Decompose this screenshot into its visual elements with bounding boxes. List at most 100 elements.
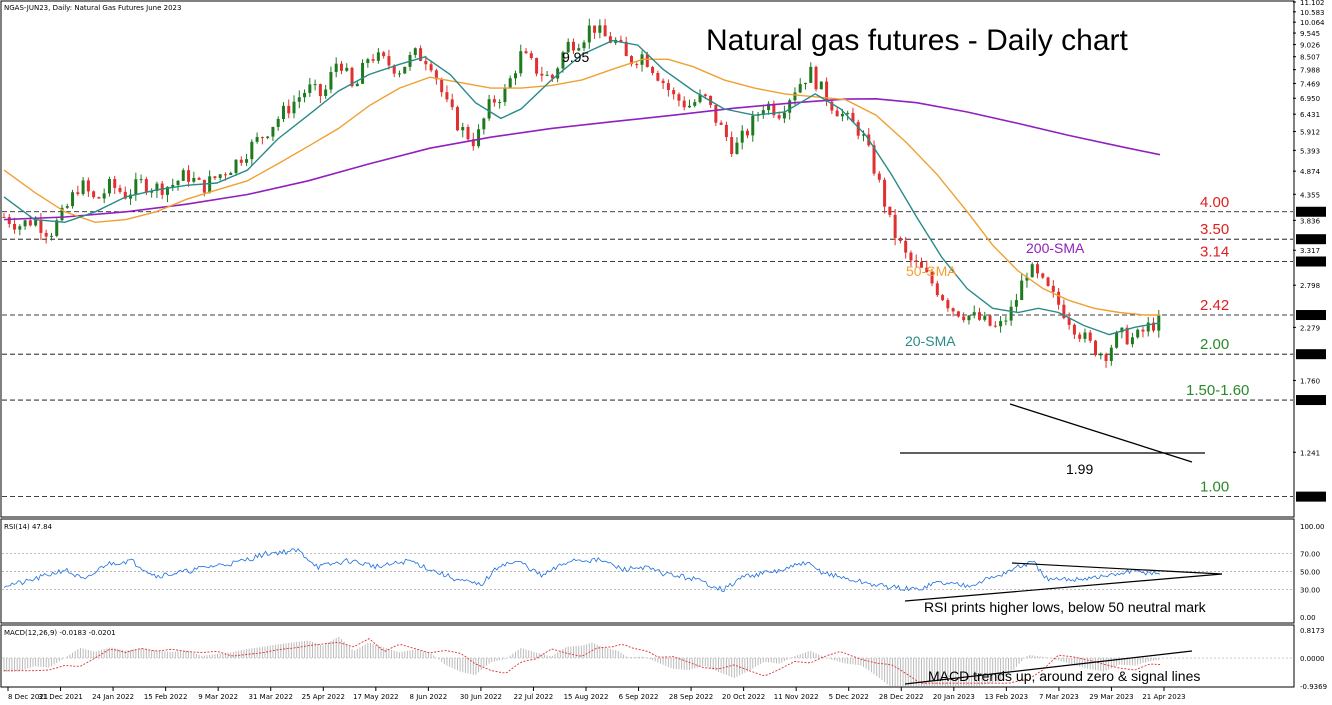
macd-series: 0.8173 0.0000 -0.9369 xyxy=(2,627,1327,691)
level-label: 4.00 xyxy=(1200,194,1229,211)
candle-body xyxy=(392,65,396,74)
price-tick-label: 3.836 xyxy=(1300,217,1321,225)
candle-body xyxy=(598,25,602,33)
rsi-upper-trendline xyxy=(1011,562,1223,575)
candle-body xyxy=(208,176,212,193)
rsi-tick-label: 100.00 xyxy=(1300,523,1325,531)
candle-body xyxy=(134,179,138,195)
candle-body xyxy=(835,110,839,117)
moving-averages xyxy=(3,39,1161,336)
candle-body xyxy=(403,66,407,74)
macd-trendline xyxy=(904,650,1193,685)
candle-body xyxy=(677,94,681,101)
candle-body xyxy=(1051,285,1055,292)
candle-body xyxy=(229,172,233,175)
candle-body xyxy=(788,100,792,113)
sma20-line xyxy=(3,39,1161,336)
candle-body xyxy=(513,73,517,79)
candle-body xyxy=(49,235,53,237)
candle-body xyxy=(498,102,502,104)
candle-body xyxy=(34,219,38,226)
date-tick-label: 15 Aug 2022 xyxy=(564,693,609,701)
candle-body xyxy=(1083,332,1087,339)
candle-body xyxy=(556,68,560,79)
level-lines: 4.00 4.006 3.50 3.521 3.14 3.109 2.42 2.423 2.00… xyxy=(2,194,1326,502)
candle-body xyxy=(165,186,169,195)
candle-body xyxy=(519,51,523,74)
candle-body xyxy=(1136,329,1140,338)
peak-label: 9.95 xyxy=(562,49,589,65)
price-tick-label: 6.431 xyxy=(1300,111,1320,119)
level-label: 3.14 xyxy=(1200,244,1229,261)
date-tick-label: 31 Mar 2022 xyxy=(249,693,293,701)
candle-body xyxy=(978,312,982,320)
candle-body xyxy=(1020,280,1024,301)
rsi-line xyxy=(3,548,1161,592)
price-tick-label: 10.583 xyxy=(1300,9,1325,17)
candle-body xyxy=(339,63,343,71)
candle-body xyxy=(371,59,375,61)
candle-body xyxy=(730,137,734,154)
candle-body xyxy=(629,56,633,65)
candles xyxy=(2,18,1161,368)
candle-body xyxy=(582,42,586,49)
date-tick-label: 22 Jul 2022 xyxy=(514,693,554,701)
date-tick-label: 11 Nov 2022 xyxy=(774,693,819,701)
candle-body xyxy=(861,134,865,136)
candle-body xyxy=(1130,337,1134,345)
candle-body xyxy=(450,99,454,108)
candle-body xyxy=(181,170,185,181)
candle-body xyxy=(877,173,881,180)
candle-body xyxy=(65,206,69,208)
candle-body xyxy=(819,81,823,90)
candle-body xyxy=(1104,354,1108,361)
candle-body xyxy=(7,217,11,224)
candle-body xyxy=(361,62,365,84)
candle-body xyxy=(809,66,813,83)
candle-body xyxy=(930,271,934,284)
price-tick-label: 1.241 xyxy=(1300,449,1320,457)
date-tick-label: 20 Jan 2023 xyxy=(933,693,975,701)
candle-body xyxy=(571,41,575,51)
candle-body xyxy=(1099,354,1103,356)
rsi-lower-trendline xyxy=(904,573,1223,602)
date-tick-label: 9 Mar 2022 xyxy=(198,693,238,701)
macd-panel-frame xyxy=(0,624,1295,688)
candle-body xyxy=(661,80,665,84)
candle-body xyxy=(1041,273,1045,278)
candle-body xyxy=(919,261,923,268)
rsi-panel-frame xyxy=(0,518,1295,624)
candle-body xyxy=(144,179,148,193)
candle-body xyxy=(281,105,285,119)
candle-body xyxy=(44,232,48,237)
candle-body xyxy=(608,36,612,43)
candle-body xyxy=(851,112,855,123)
macd-note: MACD trends up, around zero & signal lin… xyxy=(928,668,1200,684)
rsi-title: RSI(14) 47.84 xyxy=(4,523,53,531)
price-box-label: 2.000 xyxy=(1299,351,1319,359)
candle-body xyxy=(635,64,639,66)
candle-body xyxy=(561,52,565,69)
candle-body xyxy=(123,191,127,199)
candle-body xyxy=(761,110,765,115)
candle-body xyxy=(424,60,428,65)
candle-body xyxy=(455,107,459,131)
candle-body xyxy=(956,311,960,317)
candle-body xyxy=(429,64,433,71)
price-box-label: 2.423 xyxy=(1299,312,1319,320)
candle-body xyxy=(883,179,887,207)
date-tick-label: 25 Apr 2022 xyxy=(302,693,345,701)
candle-body xyxy=(925,267,929,272)
candle-body xyxy=(962,316,966,321)
candle-body xyxy=(1088,332,1092,341)
candle-body xyxy=(86,180,90,192)
candle-body xyxy=(687,105,691,108)
candle-body xyxy=(888,206,892,215)
level-label: 2.00 xyxy=(1200,336,1229,353)
candle-body xyxy=(440,79,444,93)
candle-body xyxy=(1146,322,1150,332)
rsi-tick-label: 0.00 xyxy=(1300,614,1316,622)
price-tick-label: 8.507 xyxy=(1300,54,1320,62)
date-tick-label: 8 Jun 2022 xyxy=(410,693,448,701)
